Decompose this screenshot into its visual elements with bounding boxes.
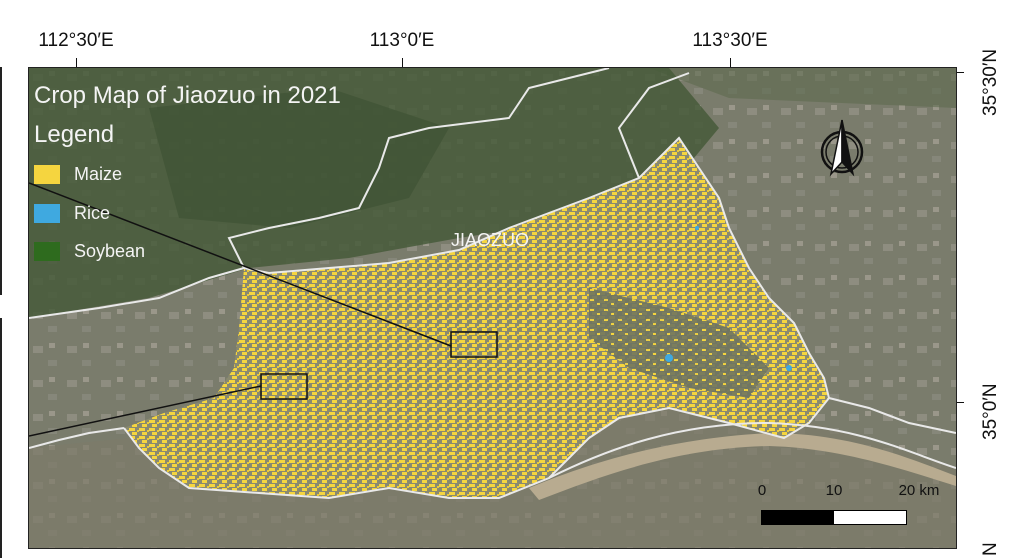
- legend-label: Rice: [74, 202, 111, 223]
- map-title: Crop Map of Jiaozuo in 2021: [34, 82, 341, 109]
- jiaozuo-boundary: [123, 136, 831, 500]
- latitude-tick: [955, 402, 964, 403]
- inset-frame-edge: [0, 318, 2, 558]
- province-boundary: [227, 68, 610, 269]
- yellow-river: [529, 433, 956, 500]
- latitude-tick: [955, 72, 964, 73]
- maize-cropland-sparse: [589, 288, 769, 398]
- longitude-tick: [76, 58, 77, 67]
- legend-swatch-soybean: [34, 241, 60, 261]
- callout-line: [29, 182, 452, 347]
- legend-swatch-rice: [34, 203, 60, 223]
- longitude-tick: [730, 58, 731, 67]
- legend-label: Soybean: [74, 240, 146, 261]
- map-frame: [28, 67, 957, 549]
- scale-label: 0: [757, 482, 767, 499]
- province-boundary: [29, 267, 245, 319]
- scale-bar-segment: [762, 511, 834, 524]
- maize-cropland: [124, 138, 829, 498]
- longitude-label: 112°30′E: [38, 30, 114, 51]
- legend-label: Maize: [74, 163, 123, 184]
- latitude-label: 35°0′N: [980, 383, 1001, 440]
- scale-label: 20 km: [898, 482, 940, 499]
- legend-item-rice: Rice: [34, 203, 110, 223]
- rice-patch: [786, 365, 792, 371]
- legend-item-soybean: Soybean: [34, 241, 145, 261]
- province-boundary: [548, 421, 956, 479]
- north-arrow-icon: [820, 119, 864, 177]
- latitude-label: N: [980, 542, 1001, 556]
- longitude-label: 113°30′E: [692, 30, 768, 51]
- legend-item-maize: Maize: [34, 164, 122, 184]
- inset-frame-edge: [0, 67, 2, 295]
- scale-bar: [761, 510, 907, 525]
- legend-swatch-maize: [34, 164, 60, 184]
- longitude-tick: [402, 58, 403, 67]
- basemap-hills: [29, 68, 956, 108]
- province-boundary: [29, 427, 125, 449]
- rice-patch: [665, 354, 673, 362]
- map-canvas: [29, 68, 956, 548]
- zoom-box: [450, 331, 498, 358]
- basemap-mountains: [149, 88, 449, 228]
- zoom-box: [260, 373, 308, 400]
- latitude-label: 35°30′N: [980, 48, 1001, 116]
- province-boundary: [828, 397, 956, 434]
- legend-title: Legend: [34, 121, 115, 148]
- callout-line: [29, 385, 262, 437]
- longitude-label: 113°0′E: [369, 30, 435, 51]
- rice-patch: [695, 226, 699, 230]
- scale-bar-segment: [834, 511, 906, 524]
- province-boundary: [617, 72, 690, 179]
- region-label: JIAOZUO: [451, 230, 530, 250]
- scale-label: 10: [825, 482, 843, 499]
